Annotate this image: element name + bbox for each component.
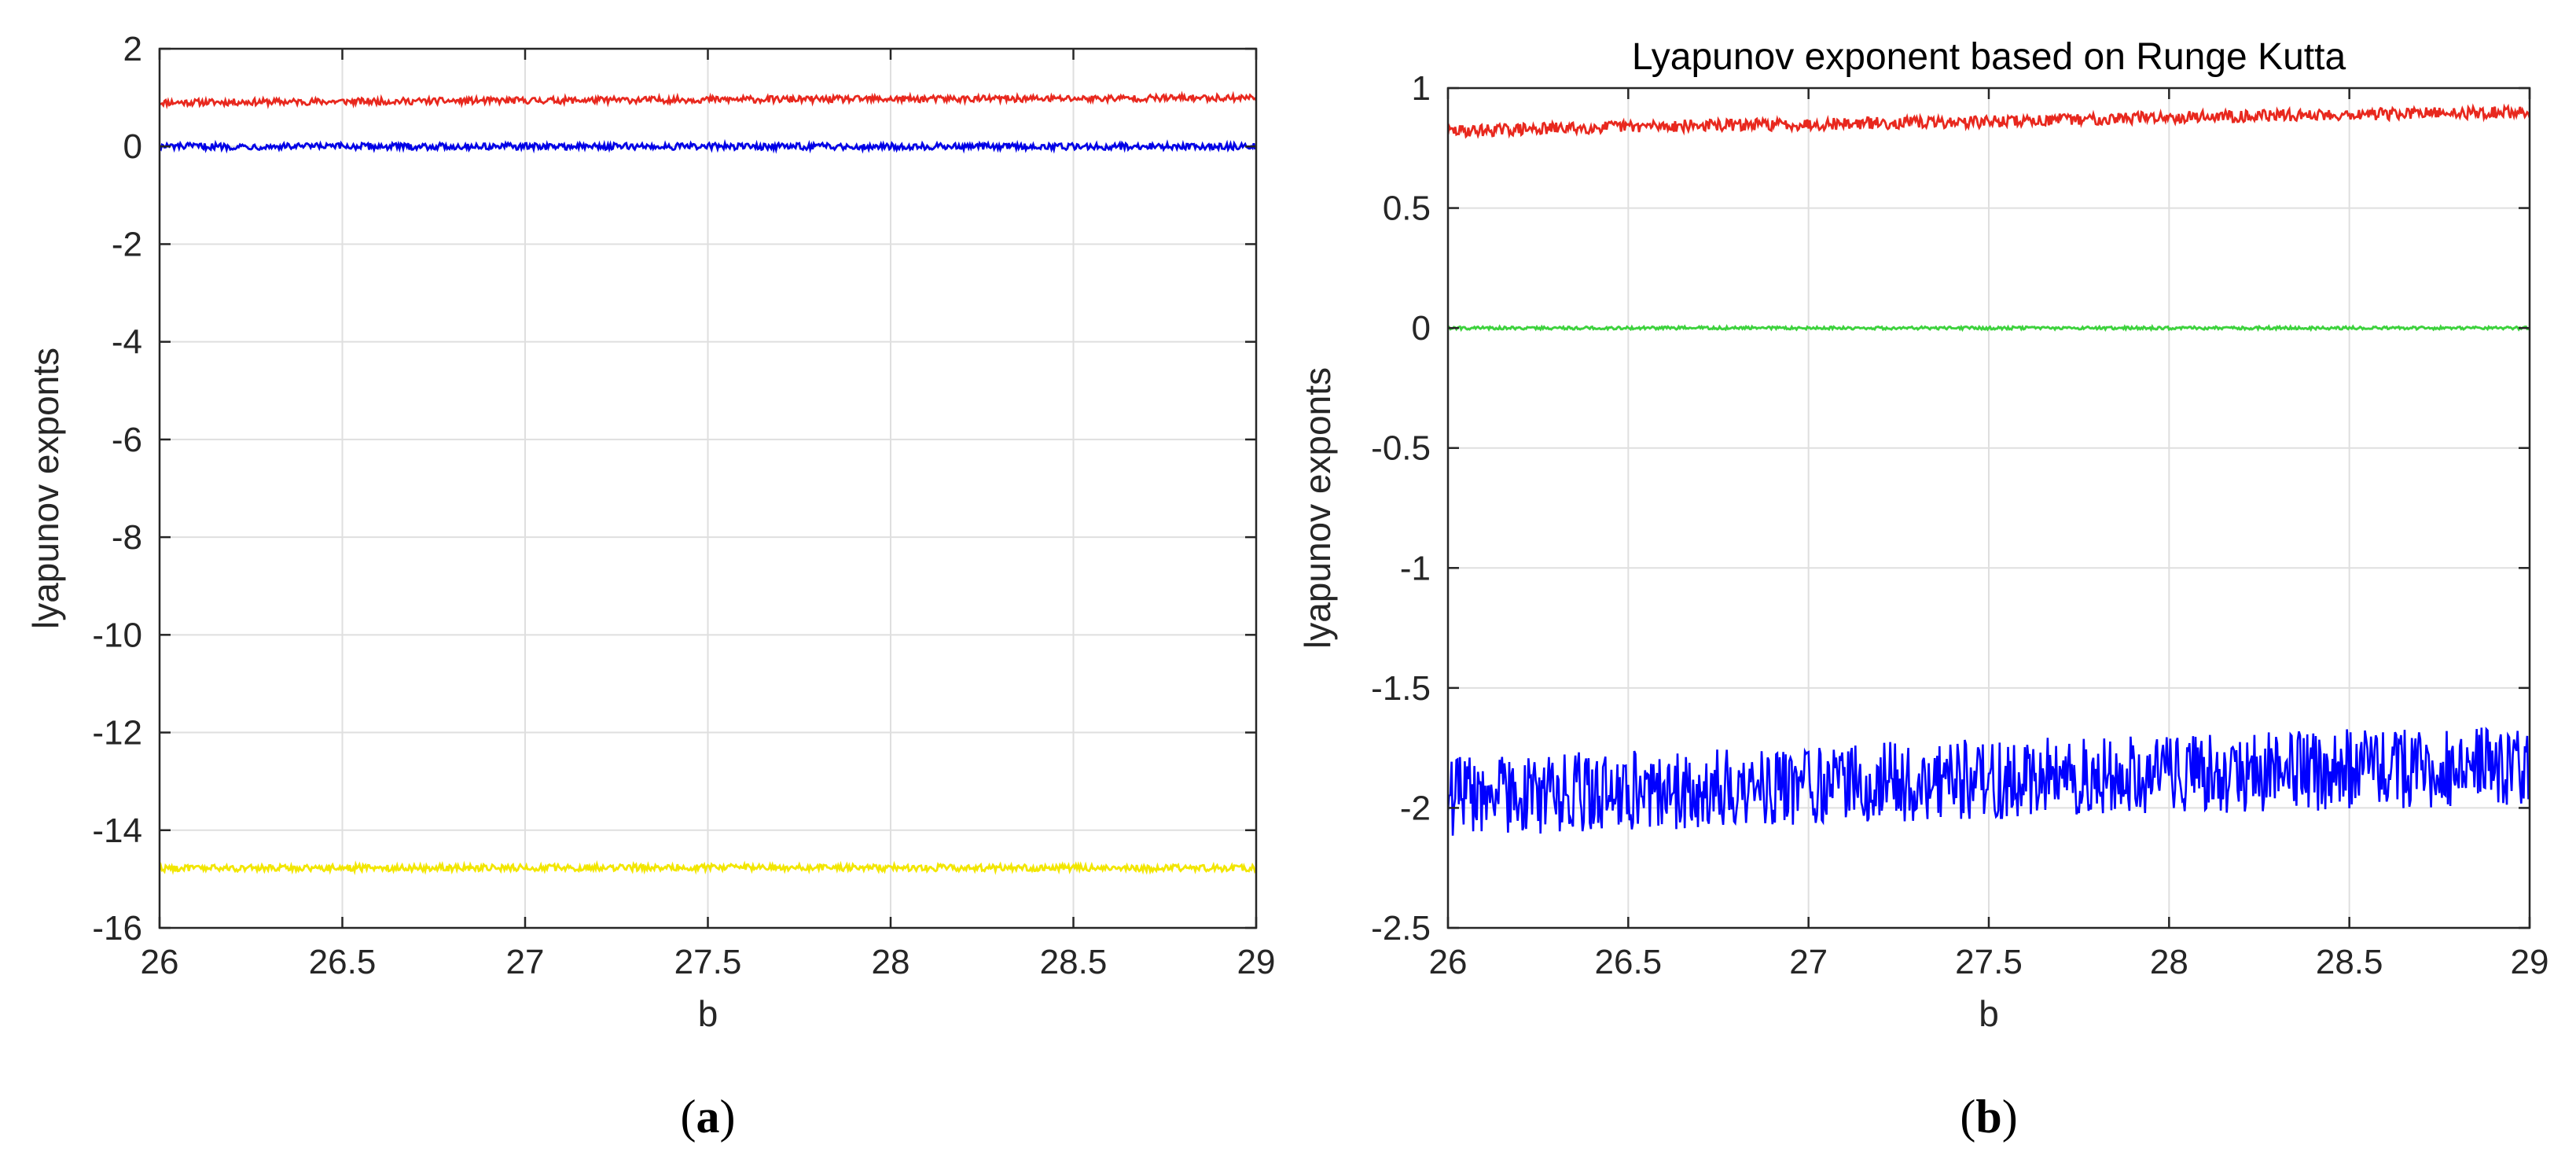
y-tick-label: -0.5 [1371, 429, 1431, 468]
y-tick-label: -12 [92, 714, 142, 753]
y-tick-label: -2 [1400, 789, 1431, 827]
y-tick-label: 0.5 [1383, 190, 1431, 228]
y-tick-label: -16 [92, 909, 142, 948]
y-tick-label: -1.5 [1371, 669, 1431, 708]
panel-label: (a) [681, 1091, 736, 1143]
y-axis-label: lyapunov exponts [1297, 367, 1338, 649]
x-tick-label: 29 [2511, 943, 2549, 981]
chart-title: Lyapunov exponent based on Runge Kutta [1632, 36, 2346, 78]
series-line-1 [1448, 103, 2530, 139]
x-axis-label: b [698, 993, 718, 1034]
x-tick-label: 28.5 [1040, 943, 1108, 981]
x-tick-label: 26 [1429, 943, 1468, 981]
series-line-3 [160, 859, 1256, 876]
y-tick-label: -8 [112, 518, 142, 557]
y-tick-label: 1 [1412, 69, 1431, 108]
x-tick-label: 29 [1237, 943, 1276, 981]
y-tick-label: -2.5 [1371, 909, 1431, 948]
x-tick-label: 28.5 [2316, 943, 2383, 981]
y-tick-label: -1 [1400, 549, 1431, 587]
chart-panel-a: 26 26.5 27 27.5 28 28.5 29 2 0 -2 -4 -6 -8 -10 -12 -14 -… [25, 30, 1275, 1143]
y-tick-label: 0 [1412, 309, 1431, 348]
y-tick-label: -6 [112, 421, 142, 459]
x-tick-label: 27 [1789, 943, 1828, 981]
x-tick-label: 26.5 [1595, 943, 1663, 981]
y-tick-label: 2 [123, 30, 142, 68]
x-tick-label: 28 [872, 943, 910, 981]
x-tick-label: 26 [141, 943, 179, 981]
y-axis-label: lyapunov exponts [25, 348, 66, 629]
y-tick-label: -14 [92, 812, 142, 850]
x-tick-label: 27 [506, 943, 545, 981]
x-tick-label: 28 [2150, 943, 2188, 981]
y-tick-label: -10 [92, 616, 142, 654]
x-tick-label: 27.5 [1955, 943, 2023, 981]
series-line-2 [160, 138, 1256, 154]
series-line-3 [1448, 727, 2530, 836]
y-tick-label: -4 [112, 323, 142, 362]
series-line-1 [160, 90, 1256, 110]
x-tick-label: 26.5 [309, 943, 377, 981]
panel-label: (b) [1960, 1091, 2017, 1143]
x-axis-label: b [1979, 993, 1999, 1034]
chart-panel-b: 26 26.5 27 27.5 28 28.5 29 1 0.5 0 -0.5 -1 -1.5 -2 -2.… [1297, 36, 2548, 1143]
y-tick-label: 0 [123, 127, 142, 166]
x-tick-label: 27.5 [674, 943, 742, 981]
series-line-2 [1448, 324, 2530, 333]
y-tick-label: -2 [112, 225, 142, 263]
